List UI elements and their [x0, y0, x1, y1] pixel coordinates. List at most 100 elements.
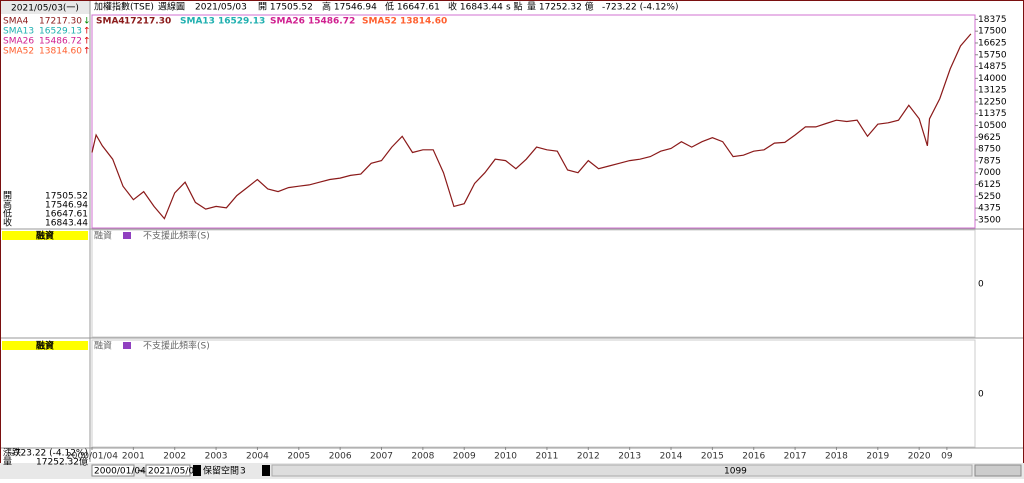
- y-tick-label: 14000: [978, 74, 1007, 84]
- x-tick-label: 2006: [329, 452, 352, 462]
- x-tick-label: 2000/01/04: [66, 452, 118, 462]
- swatch: [262, 465, 270, 476]
- left-legend-name: SMA52: [3, 47, 34, 57]
- zoom-buttons[interactable]: [974, 464, 1022, 477]
- x-tick-label: 2002: [163, 452, 186, 462]
- x-tick-label: 2015: [701, 452, 724, 462]
- y-tick-label: 6125: [978, 180, 1001, 190]
- swatch: [193, 465, 201, 476]
- y-tick-label: 3500: [978, 215, 1001, 225]
- legend-value: 16529.13: [218, 17, 265, 27]
- header-unit: s 點: [506, 1, 523, 13]
- header: 加權指數(TSE) 週線圖 2021/05/03 開 17505.52 高 17546.…: [94, 1, 678, 13]
- quote-label: 低: [3, 208, 12, 220]
- status-count: 1099: [724, 467, 747, 477]
- pane-3: [91, 339, 976, 448]
- status-reserve: 保留空間: [203, 465, 239, 477]
- arrow: ↑: [83, 47, 91, 57]
- pane-2: [91, 229, 976, 338]
- legend-name: SMA13: [180, 17, 215, 27]
- y-tick-label: 8750: [978, 145, 1001, 155]
- y-tick-label: 17500: [978, 27, 1007, 37]
- x-tick-label: 2012: [577, 452, 600, 462]
- panel-title-bg: [2, 341, 88, 350]
- x-tick-label: 2007: [370, 452, 393, 462]
- y-tick-label: 9625: [978, 133, 1001, 143]
- x-tick-label: 2011: [535, 452, 558, 462]
- x-tick-label: 2010: [494, 452, 517, 462]
- panel-note: 不支援此頻率(S): [143, 340, 210, 352]
- x-tick-label: 2016: [742, 452, 765, 462]
- x-tick-label: 2004: [246, 452, 269, 462]
- left-legend-value: 15486.72: [39, 37, 82, 47]
- y-tick-label: 10500: [978, 121, 1007, 131]
- from-input[interactable]: [91, 464, 135, 477]
- date-box: [1, 1, 90, 14]
- legend-name: SMA4: [96, 17, 125, 27]
- y-tick-label: 7000: [978, 168, 1001, 178]
- header-low: 低 16647.61: [385, 1, 440, 13]
- date: 2021/05/03(一): [11, 4, 79, 14]
- x-tick-label: 2020: [908, 452, 931, 462]
- y-tick-label: 5250: [978, 192, 1001, 202]
- y-tick-label: 12250: [978, 97, 1007, 107]
- x-tick-label: 2019: [866, 452, 889, 462]
- x-tick-label: 2009: [453, 452, 476, 462]
- x-tick-label: 2008: [411, 452, 434, 462]
- left-legend-value: 16529.13: [39, 27, 82, 37]
- quote-label: 收: [3, 217, 12, 229]
- quote-value: 16647.61: [45, 210, 88, 220]
- foot-value: -723.22 (-4.12%): [12, 449, 88, 459]
- x-tick-label: 2017: [784, 452, 807, 462]
- header-change: -723.22 (-4.12%): [602, 3, 678, 13]
- panel-icon: [123, 342, 131, 349]
- arrow: ↑: [83, 37, 91, 47]
- panel-icon: [123, 232, 131, 239]
- foot-value: 17252.32億: [36, 456, 88, 468]
- quote-value: 16843.44: [45, 219, 88, 229]
- y-tick-label: 7875: [978, 156, 1001, 166]
- foot-label: 漲跌: [3, 448, 21, 459]
- legend-name: SMA52: [362, 17, 397, 27]
- y-tick-label: 11375: [978, 109, 1007, 119]
- quote-label: 開: [3, 191, 12, 202]
- header-name: 加權指數(TSE): [94, 1, 154, 13]
- left-legend-name: SMA4: [3, 17, 29, 27]
- y-tick-label: 13125: [978, 86, 1007, 96]
- left-legend-name: SMA26: [3, 37, 34, 47]
- panel-title-bg: [2, 231, 88, 240]
- y-tick-label: 4375: [978, 204, 1001, 214]
- left-legend-value: 17217.30: [39, 17, 82, 27]
- legend-name: SMA26: [270, 17, 305, 27]
- y-tick-label: 16625: [978, 38, 1007, 48]
- panel-title: 融資: [36, 230, 54, 242]
- quote-value: 17546.94: [45, 201, 88, 211]
- y-tick-label: 15750: [978, 50, 1007, 60]
- main-pane: [91, 14, 976, 229]
- panel-name: 融資: [94, 340, 112, 352]
- quote-value: 17505.52: [45, 192, 88, 202]
- x-tick-label: 2018: [825, 452, 848, 462]
- status-to: 2021/05/03: [148, 467, 200, 477]
- x-tick-label: 2013: [618, 452, 641, 462]
- x-tick-label: 09: [941, 452, 953, 462]
- scrollbar[interactable]: [271, 464, 973, 477]
- legend-value: 15486.72: [308, 17, 355, 27]
- to-input[interactable]: [145, 464, 191, 477]
- legend-value: 17217.30: [124, 17, 171, 27]
- header-open: 開 17505.52: [258, 2, 313, 13]
- price-line: [91, 33, 972, 220]
- left-legend-name: SMA13: [3, 27, 34, 37]
- y-tick-label: 18375: [978, 15, 1007, 25]
- x-tick-label: 2005: [287, 452, 310, 462]
- header-close: 收 16843.44: [448, 1, 503, 13]
- panel-axis: 0: [978, 390, 984, 400]
- panel-axis: 0: [978, 280, 984, 290]
- header-volume: 量 17252.32 億: [527, 1, 594, 13]
- x-tick-label: 2003: [205, 452, 228, 462]
- status-tilde: ~: [137, 467, 145, 477]
- y-tick-label: 14875: [978, 62, 1007, 72]
- quote-label: 高: [3, 199, 12, 211]
